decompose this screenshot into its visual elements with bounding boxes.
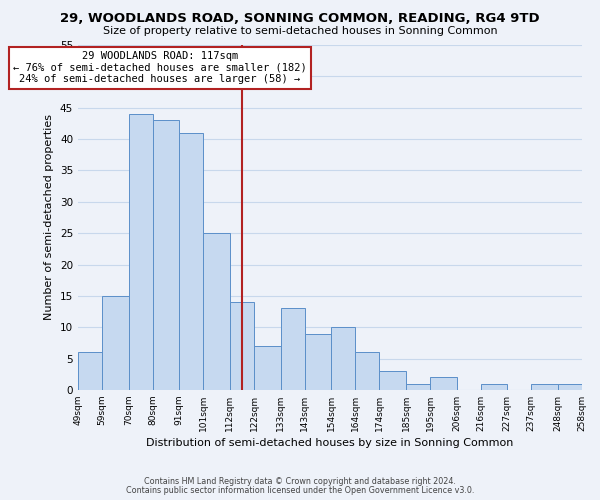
Bar — [254, 346, 281, 390]
Text: Size of property relative to semi-detached houses in Sonning Common: Size of property relative to semi-detach… — [103, 26, 497, 36]
Text: 29, WOODLANDS ROAD, SONNING COMMON, READING, RG4 9TD: 29, WOODLANDS ROAD, SONNING COMMON, READ… — [60, 12, 540, 26]
Bar — [355, 352, 379, 390]
Bar — [331, 328, 355, 390]
Text: Contains HM Land Registry data © Crown copyright and database right 2024.: Contains HM Land Registry data © Crown c… — [144, 477, 456, 486]
Bar — [153, 120, 179, 390]
Bar — [203, 233, 230, 390]
Bar — [179, 133, 203, 390]
Bar — [281, 308, 305, 390]
Text: Contains public sector information licensed under the Open Government Licence v3: Contains public sector information licen… — [126, 486, 474, 495]
Bar — [128, 114, 153, 390]
Bar — [379, 371, 406, 390]
Bar — [230, 302, 254, 390]
Bar — [305, 334, 331, 390]
Text: 29 WOODLANDS ROAD: 117sqm
← 76% of semi-detached houses are smaller (182)
24% of: 29 WOODLANDS ROAD: 117sqm ← 76% of semi-… — [13, 52, 307, 84]
Bar — [430, 378, 457, 390]
Bar — [78, 352, 102, 390]
Bar — [481, 384, 507, 390]
Bar — [558, 384, 582, 390]
Bar — [406, 384, 430, 390]
Bar — [102, 296, 128, 390]
X-axis label: Distribution of semi-detached houses by size in Sonning Common: Distribution of semi-detached houses by … — [146, 438, 514, 448]
Y-axis label: Number of semi-detached properties: Number of semi-detached properties — [44, 114, 55, 320]
Bar — [532, 384, 558, 390]
